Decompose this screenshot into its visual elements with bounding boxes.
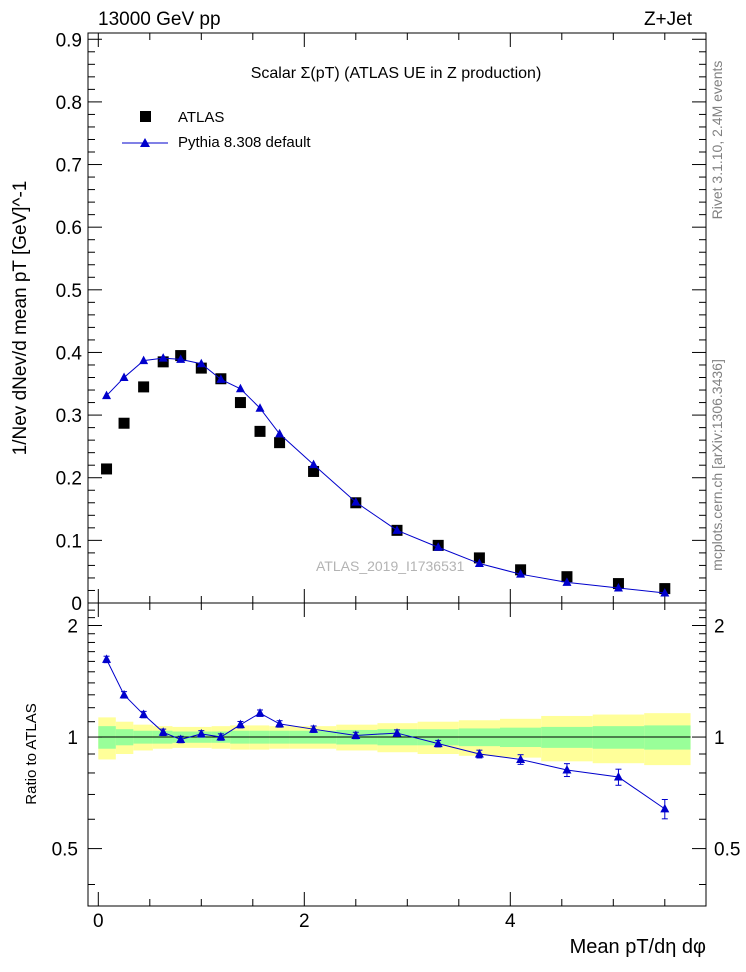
ratio-pythia-point	[119, 689, 129, 699]
ratio-xtick-label: 2	[299, 911, 310, 932]
side-label-rivet: Rivet 3.1.10, 2.4M events	[709, 61, 725, 220]
pythia-point	[351, 497, 361, 506]
plot-title: Scalar Σ(pT) (ATLAS UE in Z production)	[251, 65, 542, 82]
pythia-point	[102, 390, 112, 400]
watermark: ATLAS_2019_I1736531	[316, 558, 465, 574]
pythia-point	[562, 577, 572, 586]
legend-label-atlas: ATLAS	[178, 109, 224, 126]
pythia-point	[158, 353, 168, 362]
ratio-pythia-point	[275, 718, 285, 728]
ratio-pythia-point	[392, 728, 402, 737]
main-ytick-label: 0.1	[56, 531, 82, 552]
axis-ticks: 00.10.20.30.40.50.60.70.80.90 2 40.5 0.51 12…	[52, 30, 741, 932]
pythia-point	[660, 587, 670, 597]
main-ytick-label: 0.2	[56, 469, 82, 490]
ratio-pythia-point	[474, 749, 484, 758]
atlas-point	[118, 417, 130, 429]
ratio-pythia-point	[351, 730, 361, 739]
ratio-pythia-point	[102, 654, 112, 663]
legend: ATLAS Pythia 8.308 default	[122, 109, 311, 151]
ratio-xtick-label: 0	[93, 911, 104, 932]
main-ytick-label: 0.3	[56, 406, 82, 427]
ratio-pythia-point	[139, 709, 149, 719]
main-ytick-label: 0.4	[56, 343, 83, 364]
atlas-point	[234, 397, 246, 409]
atlas-point	[473, 552, 485, 564]
ratio-ytick-label-right: 2	[714, 616, 725, 637]
ratio-ylabel: Ratio to ATLAS	[23, 703, 40, 804]
ratio-panel-frame	[87, 602, 707, 907]
atlas-point	[195, 362, 207, 374]
header-right: Z+Jet	[644, 9, 693, 30]
pythia-point	[255, 403, 265, 412]
ratio-pythia-point	[309, 724, 319, 733]
main-ytick-label: 0	[71, 594, 82, 615]
pythia-point	[433, 542, 443, 551]
atlas-point	[254, 425, 266, 437]
ratio-pythia-point	[235, 719, 245, 729]
main-ytick-label: 0.6	[56, 218, 82, 239]
ratio-ytick-label: 2	[67, 616, 78, 637]
header-left: 13000 GeV pp	[98, 9, 221, 30]
atlas-point	[138, 381, 150, 393]
atlas-point	[157, 356, 169, 368]
main-ytick-label: 0.9	[56, 30, 82, 51]
atlas-point	[561, 571, 573, 583]
atlas-point	[308, 465, 320, 477]
ratio-xtick-label: 4	[505, 911, 516, 932]
pythia-point	[309, 459, 319, 469]
side-label-mcplots: mcplots.cern.ch [arXiv:1306.3436]	[709, 359, 725, 571]
pythia-point	[139, 355, 149, 365]
main-ytick-label: 0.5	[56, 281, 82, 302]
ratio-pythia-point	[516, 754, 526, 763]
pythia-point	[235, 383, 245, 393]
data-series	[101, 350, 671, 820]
pythia-point	[474, 558, 484, 568]
pythia-point	[613, 582, 623, 592]
pythia-point	[516, 569, 526, 578]
ratio-pythia-point	[255, 708, 265, 717]
ratio-ytick-label: 1	[67, 728, 78, 749]
ratio-pythia-point	[613, 772, 623, 781]
pythia-point	[176, 354, 186, 363]
ratio-pythia-point	[660, 803, 670, 813]
ratio-pythia-point	[176, 734, 186, 743]
ratio-pythia-point	[562, 764, 572, 774]
pythia-point	[216, 374, 226, 383]
pythia-point	[196, 358, 206, 368]
ratio-bands	[98, 713, 691, 766]
pythia-point	[392, 525, 402, 534]
legend-label-pythia: Pythia 8.308 default	[178, 134, 311, 151]
legend-marker-pythia	[140, 138, 150, 147]
ratio-ytick-label: 0.5	[52, 840, 78, 861]
atlas-point	[274, 437, 286, 449]
main-ytick-label: 0.8	[56, 93, 82, 114]
ratio-pythia-point	[196, 728, 206, 738]
pythia-point	[119, 372, 129, 382]
main-ytick-label: 0.7	[56, 156, 82, 177]
legend-marker-atlas	[140, 111, 151, 122]
plot-frames	[87, 32, 707, 907]
ratio-ytick-label-right: 0.5	[714, 840, 740, 861]
pythia-point	[275, 428, 285, 438]
main-ylabel: 1/Nev dNev/d mean pT [GeV]^-1	[10, 181, 31, 456]
xlabel: Mean pT/dη dφ	[570, 936, 706, 958]
ratio-pythia-point	[216, 732, 226, 741]
ratio-pythia-point	[158, 727, 168, 736]
ratio-ytick-label-right: 1	[714, 728, 725, 749]
atlas-point	[101, 463, 113, 475]
ratio-pythia-point	[433, 738, 443, 748]
